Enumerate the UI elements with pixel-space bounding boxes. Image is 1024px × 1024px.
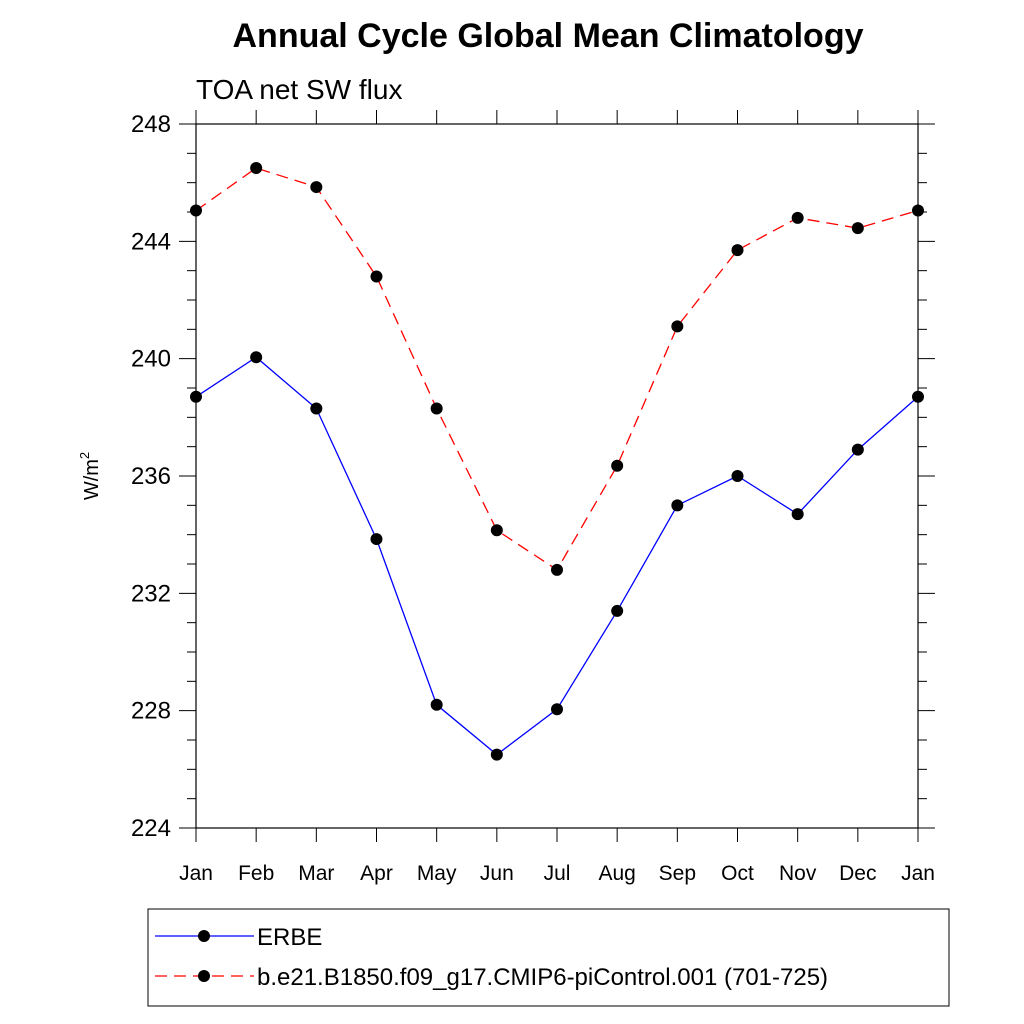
- data-point: [190, 390, 202, 403]
- x-tick-label: Oct: [721, 862, 754, 885]
- plot-frame: [195, 123, 919, 829]
- x-tick-label: Jun: [480, 862, 514, 885]
- data-point: [370, 533, 383, 546]
- series-line-2: [195, 167, 919, 571]
- legend-marker: [198, 970, 210, 982]
- svg-text:W/m2: W/m2: [77, 452, 103, 500]
- x-tick-label: Jan: [901, 862, 935, 885]
- data-point: [430, 402, 443, 415]
- y-tick-label: 240: [131, 346, 171, 373]
- data-point: [791, 508, 804, 521]
- x-tick-label: May: [417, 862, 457, 885]
- data-point: [731, 470, 744, 482]
- data-point: [611, 604, 624, 617]
- legend-marker: [198, 930, 210, 942]
- data-point: [851, 443, 864, 456]
- legend: ERBE b.e21.B1850.f09_g17.CMIP6-piControl.…: [147, 908, 950, 1007]
- y-tick-label: 248: [131, 111, 171, 138]
- series-line-1: [195, 356, 919, 756]
- x-tick-label: Mar: [298, 862, 334, 885]
- x-tick-label: Jul: [544, 862, 571, 885]
- data-point: [430, 698, 443, 711]
- plot-area: 224 228 232 236 240 244 248 Jan Feb Mar Apr May Jun J…: [131, 110, 935, 885]
- y-tick-label: 244: [131, 228, 171, 255]
- data-point: [250, 351, 263, 364]
- x-tick-label: Nov: [779, 862, 817, 885]
- data-point: [912, 204, 924, 217]
- chart-title: Annual Cycle Global Mean Climatology: [233, 17, 864, 55]
- x-tick-label: Feb: [238, 862, 274, 885]
- data-point: [851, 222, 864, 235]
- data-point: [912, 390, 924, 403]
- data-point: [310, 181, 323, 194]
- chart-subtitle: TOA net SW flux: [196, 74, 402, 105]
- data-point: [611, 459, 624, 472]
- data-point: [310, 402, 323, 415]
- legend-label: b.e21.B1850.f09_g17.CMIP6-piControl.001 …: [257, 964, 828, 991]
- data-point: [190, 204, 202, 217]
- data-point: [791, 211, 804, 224]
- y-axis-label-superscript: 2: [77, 452, 92, 459]
- y-tick-label: 224: [131, 815, 171, 842]
- data-point: [551, 563, 563, 576]
- data-point: [671, 320, 684, 333]
- y-tick-label: 228: [131, 698, 171, 725]
- y-axis-label-base: W/m: [81, 459, 103, 500]
- legend-label: ERBE: [257, 924, 322, 951]
- x-tick-label: Jan: [179, 862, 213, 885]
- y-tick-label: 232: [131, 580, 171, 607]
- y-tick-label: 236: [131, 463, 171, 490]
- x-tick-label: Sep: [659, 862, 696, 885]
- legend-box: [147, 908, 950, 1007]
- data-point: [551, 703, 563, 716]
- data-point: [731, 244, 744, 257]
- data-point: [490, 748, 503, 761]
- x-tick-label: Apr: [360, 862, 393, 885]
- data-point: [370, 270, 383, 283]
- data-point: [490, 524, 503, 537]
- data-point: [250, 162, 263, 174]
- x-tick-label: Dec: [839, 862, 876, 885]
- y-axis-label: W/m2: [77, 452, 103, 500]
- x-tick-label: Aug: [598, 862, 635, 885]
- data-point: [671, 499, 684, 512]
